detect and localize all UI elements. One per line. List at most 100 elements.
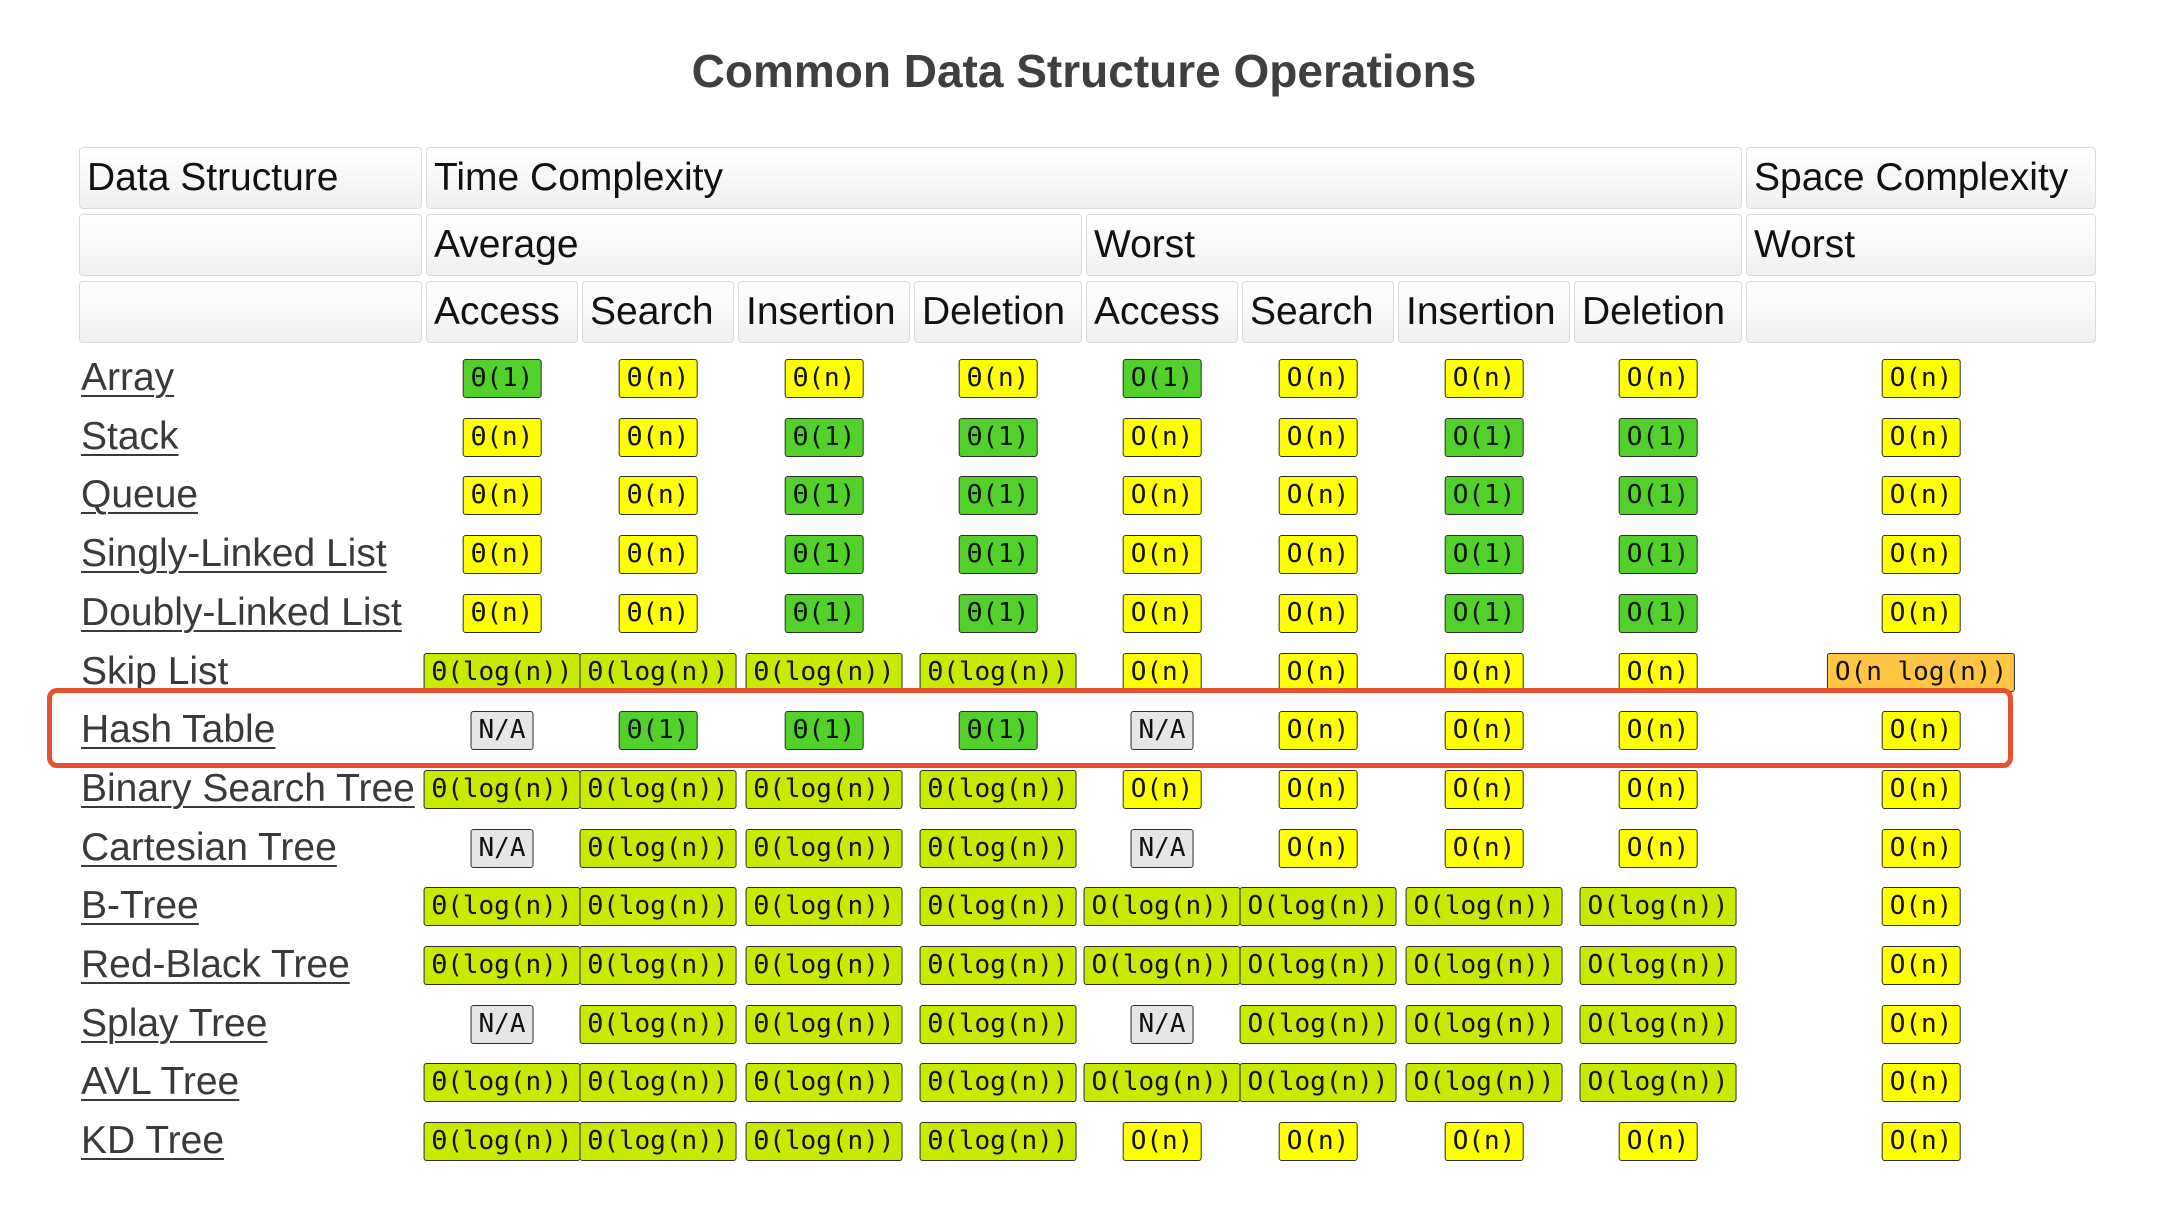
complexity-badge: O(n) bbox=[1278, 1122, 1358, 1162]
header-average: Average bbox=[426, 214, 1082, 276]
complexity-badge: Θ(log(n)) bbox=[745, 1063, 903, 1103]
complexity-badge: O(n) bbox=[1618, 769, 1698, 809]
complexity-badge: N/A bbox=[470, 711, 534, 751]
complexity-badge: Θ(n) bbox=[618, 476, 698, 516]
header-worst: Worst bbox=[1086, 214, 1742, 276]
ds-link-queue[interactable]: Queue bbox=[81, 473, 199, 517]
complexity-badge: O(n) bbox=[1122, 769, 1202, 809]
complexity-badge: Θ(log(n)) bbox=[423, 769, 581, 809]
complexity-badge: O(n) bbox=[1122, 1122, 1202, 1162]
complexity-badge: Θ(log(n)) bbox=[579, 946, 737, 985]
complexity-badge: Θ(log(n)) bbox=[745, 887, 903, 927]
ds-link-splay-tree[interactable]: Splay Tree bbox=[81, 1001, 268, 1045]
complexity-badge: Θ(n) bbox=[784, 359, 864, 398]
ds-link-array[interactable]: Array bbox=[81, 356, 175, 399]
complexity-badge: Θ(log(n)) bbox=[919, 769, 1077, 809]
complexity-badge: Θ(log(n)) bbox=[745, 1122, 903, 1162]
complexity-badge: Θ(log(n)) bbox=[423, 652, 581, 692]
complexity-badge: O(n) bbox=[1122, 652, 1202, 692]
complexity-badge: N/A bbox=[470, 1004, 534, 1044]
complexity-badge: O(n) bbox=[1278, 359, 1358, 398]
complexity-badge: Θ(n) bbox=[618, 593, 698, 633]
complexity-badge: Θ(1) bbox=[784, 535, 864, 575]
ds-link-hash-table[interactable]: Hash Table bbox=[81, 708, 276, 752]
complexity-badge: N/A bbox=[1130, 1004, 1194, 1044]
complexity-badge: Θ(n) bbox=[462, 535, 542, 575]
complexity-badge: O(log(n)) bbox=[1579, 1004, 1737, 1044]
complexity-badge: O(log(n)) bbox=[1579, 946, 1737, 985]
complexity-badge: Θ(1) bbox=[784, 593, 864, 633]
complexity-badge: Θ(1) bbox=[462, 359, 542, 398]
complexity-badge: O(n) bbox=[1881, 359, 1961, 398]
complexity-badge: O(n log(n)) bbox=[1826, 652, 2016, 692]
complexity-badge: O(1) bbox=[1618, 535, 1698, 575]
complexity-badge: Θ(log(n)) bbox=[423, 1063, 581, 1103]
complexity-badge: O(n) bbox=[1881, 711, 1961, 751]
header-space-worst: Worst bbox=[1746, 214, 2096, 276]
complexity-badge: O(n) bbox=[1881, 417, 1961, 457]
complexity-badge: Θ(log(n)) bbox=[919, 1122, 1077, 1162]
complexity-badge: Θ(1) bbox=[958, 417, 1038, 457]
complexity-badge: O(1) bbox=[1618, 476, 1698, 516]
complexity-badge: O(1) bbox=[1618, 593, 1698, 633]
header-time-complexity: Time Complexity bbox=[426, 147, 1742, 209]
complexity-badge: Θ(log(n)) bbox=[423, 946, 581, 985]
complexity-badge: O(n) bbox=[1278, 652, 1358, 692]
complexity-badge: Θ(1) bbox=[958, 476, 1038, 516]
complexity-badge: O(n) bbox=[1444, 359, 1524, 398]
complexity-badge: Θ(log(n)) bbox=[579, 887, 737, 927]
ds-link-avl-tree[interactable]: AVL Tree bbox=[81, 1060, 240, 1104]
complexity-badge: Θ(1) bbox=[618, 711, 698, 751]
complexity-badge: O(n) bbox=[1881, 535, 1961, 575]
complexity-badge: O(n) bbox=[1278, 828, 1358, 868]
complexity-badge: O(1) bbox=[1618, 417, 1698, 457]
ds-link-skip-list[interactable]: Skip List bbox=[81, 649, 229, 693]
complexity-badge: O(n) bbox=[1444, 711, 1524, 751]
ds-link-stack[interactable]: Stack bbox=[81, 414, 179, 458]
complexity-badge: O(log(n)) bbox=[1405, 946, 1563, 985]
complexity-badge: O(log(n)) bbox=[1405, 1063, 1563, 1103]
complexity-badge: Θ(n) bbox=[618, 359, 698, 398]
complexity-badge: O(1) bbox=[1444, 417, 1524, 457]
complexity-badge: Θ(1) bbox=[784, 711, 864, 751]
complexity-badge: O(n) bbox=[1444, 828, 1524, 868]
complexity-badge: Θ(n) bbox=[462, 476, 542, 516]
header-worst-deletion: Deletion bbox=[1574, 281, 1742, 343]
complexity-badge: O(n) bbox=[1278, 535, 1358, 575]
header-space-complexity: Space Complexity bbox=[1746, 147, 2096, 209]
complexity-badge: O(n) bbox=[1618, 711, 1698, 751]
ds-link-doubly-linked-list[interactable]: Doubly-Linked List bbox=[81, 590, 402, 634]
complexity-badge: Θ(log(n)) bbox=[579, 652, 737, 692]
complexity-badge: O(log(n)) bbox=[1239, 887, 1397, 927]
complexity-badge: O(n) bbox=[1618, 359, 1698, 398]
ds-link-kd-tree[interactable]: KD Tree bbox=[81, 1119, 225, 1163]
header-blank bbox=[79, 214, 422, 276]
complexity-badge: O(n) bbox=[1618, 828, 1698, 868]
complexity-badge: O(n) bbox=[1278, 476, 1358, 516]
complexity-badge: Θ(1) bbox=[958, 535, 1038, 575]
complexity-badge: Θ(1) bbox=[784, 417, 864, 457]
header-avg-insertion: Insertion bbox=[738, 281, 910, 343]
header-avg-deletion: Deletion bbox=[914, 281, 1082, 343]
ds-link-cartesian-tree[interactable]: Cartesian Tree bbox=[81, 825, 337, 869]
complexity-badge: Θ(1) bbox=[958, 711, 1038, 751]
complexity-badge: N/A bbox=[1130, 711, 1194, 751]
complexity-badge: O(log(n)) bbox=[1405, 887, 1563, 927]
complexity-badge: O(log(n)) bbox=[1083, 887, 1241, 927]
complexity-badge: Θ(n) bbox=[958, 359, 1038, 398]
complexity-badge: O(log(n)) bbox=[1239, 1063, 1397, 1103]
ds-link-b-tree[interactable]: B-Tree bbox=[81, 884, 199, 928]
complexity-badge: O(1) bbox=[1444, 593, 1524, 633]
complexity-badge: Θ(log(n)) bbox=[579, 769, 737, 809]
header-worst-insertion: Insertion bbox=[1398, 281, 1570, 343]
ds-link-singly-linked-list[interactable]: Singly-Linked List bbox=[81, 532, 387, 576]
header-worst-search: Search bbox=[1242, 281, 1394, 343]
complexity-badge: O(n) bbox=[1881, 828, 1961, 868]
ds-link-red-black-tree[interactable]: Red-Black Tree bbox=[81, 943, 350, 986]
complexity-badge: Θ(log(n)) bbox=[745, 769, 903, 809]
complexity-badge: Θ(log(n)) bbox=[919, 946, 1077, 985]
complexity-badge: O(n) bbox=[1881, 769, 1961, 809]
ds-link-binary-search-tree[interactable]: Binary Search Tree bbox=[81, 766, 415, 810]
complexity-badge: O(log(n)) bbox=[1579, 1063, 1737, 1103]
complexity-badge: O(n) bbox=[1122, 417, 1202, 457]
